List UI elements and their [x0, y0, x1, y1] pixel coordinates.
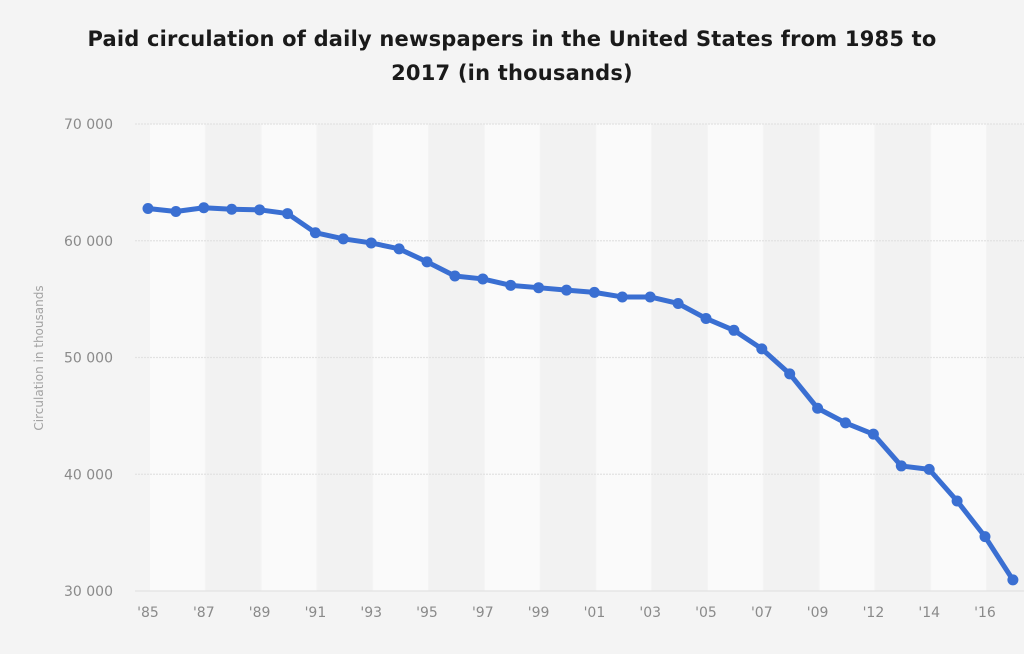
data-point — [142, 202, 154, 214]
x-tick-label: '97 — [472, 605, 494, 621]
y-tick-label: 40 000 — [64, 467, 113, 483]
data-point — [561, 284, 572, 296]
y-tick-label: 50 000 — [64, 351, 113, 367]
x-tick-label: '16 — [974, 605, 996, 621]
y-tick-label: 30 000 — [64, 584, 113, 600]
data-point — [644, 291, 656, 303]
data-point — [867, 428, 879, 440]
data-point — [170, 206, 182, 218]
x-tick-label: '14 — [918, 605, 940, 621]
x-tick-label: '95 — [416, 605, 438, 621]
data-point — [282, 208, 293, 220]
data-point — [672, 297, 684, 309]
x-tick-label: '03 — [639, 605, 661, 621]
data-point — [784, 368, 796, 380]
data-point — [700, 312, 712, 324]
data-point — [337, 233, 349, 245]
x-tick-label: '99 — [528, 605, 550, 621]
y-tick-label: 70 000 — [64, 117, 113, 133]
data-point — [226, 203, 238, 215]
chart-title-line-2: 2017 (in thousands) — [391, 61, 633, 85]
chart-title: Paid circulation of daily newspapers in … — [0, 22, 1024, 90]
data-point — [421, 256, 433, 268]
data-point — [895, 460, 907, 472]
data-point — [533, 282, 545, 294]
data-point — [505, 279, 517, 291]
data-point — [198, 202, 210, 214]
data-point — [449, 270, 461, 282]
data-point — [1007, 574, 1019, 586]
data-point — [812, 402, 824, 414]
data-point — [728, 324, 740, 336]
data-series — [142, 202, 1019, 586]
data-point — [477, 273, 489, 285]
x-tick-label: '93 — [360, 605, 382, 621]
x-tick-label: '01 — [584, 605, 606, 621]
data-point — [365, 237, 377, 249]
chart-title-line-1: Paid circulation of daily newspapers in … — [87, 27, 937, 51]
data-point — [951, 495, 963, 507]
data-point — [393, 243, 405, 255]
data-point — [309, 227, 321, 239]
x-tick-label: '12 — [863, 605, 885, 621]
x-tick-label: '91 — [305, 605, 327, 621]
data-point — [840, 417, 851, 429]
x-tick-label: '89 — [249, 605, 271, 621]
gridlines — [135, 123, 1024, 592]
data-point — [756, 343, 768, 355]
x-tick-label: '09 — [807, 605, 829, 621]
x-tick-label: '07 — [751, 605, 773, 621]
data-point — [979, 531, 991, 543]
data-point — [254, 204, 266, 216]
x-tick-label: '87 — [193, 605, 215, 621]
x-tick-label: '05 — [695, 605, 717, 621]
data-point — [923, 463, 935, 475]
data-point — [616, 291, 628, 303]
data-point — [588, 286, 600, 298]
y-tick-label: 60 000 — [64, 234, 113, 250]
x-axis-ticks: '85 '87 '89 '91 '93 '95 '97 '99 '01 '03 '05 '07 '09 '… — [137, 605, 996, 621]
y-axis-label: Circulation in thousands — [32, 285, 46, 430]
y-axis-ticks: 70 000 60 000 50 000 40 000 30 000 — [64, 117, 113, 600]
x-tick-label: '85 — [137, 605, 159, 621]
